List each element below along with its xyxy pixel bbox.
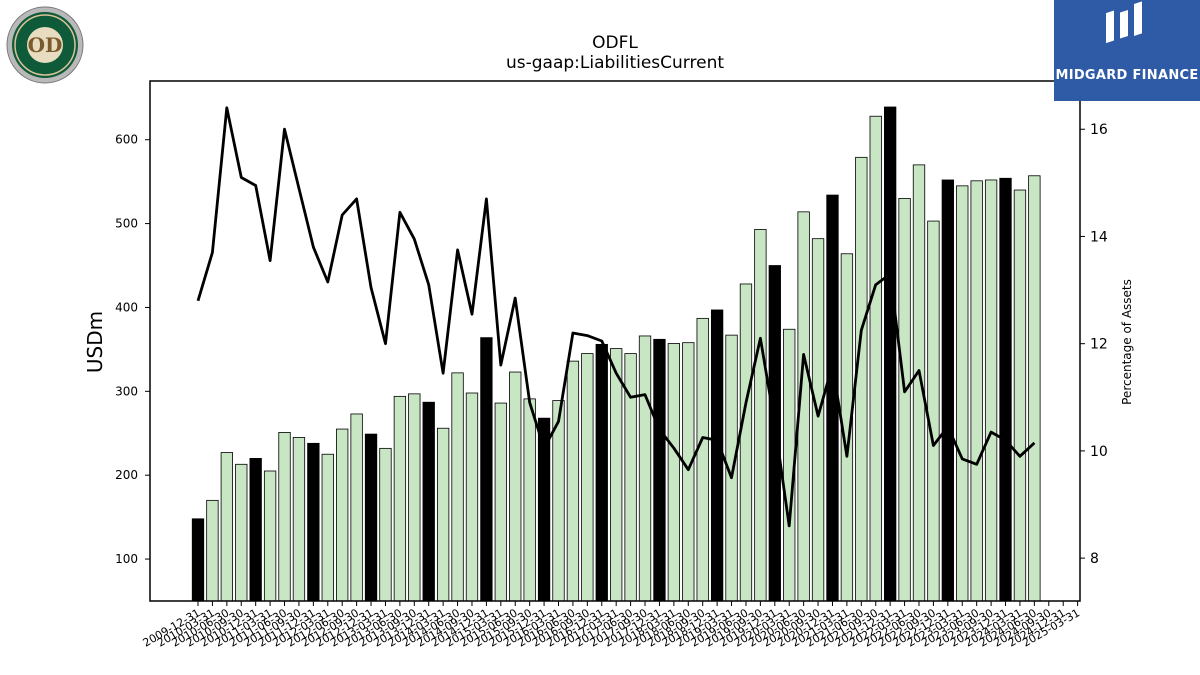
y-tick-label: 400 <box>115 300 138 314</box>
bar-2016-06-30 <box>566 360 580 602</box>
bar-2017-09-30 <box>638 335 652 602</box>
svg-text:OD: OD <box>28 33 63 57</box>
bar-2023-06-30 <box>970 180 983 602</box>
bar-2015-06-30 <box>509 371 522 602</box>
y-axis-right: 8 10 12 14 16 <box>1080 122 1108 567</box>
bar-2019-09-30 <box>754 229 767 602</box>
bar-2018-09-30 <box>696 317 709 602</box>
bar-2014-09-30 <box>465 392 479 602</box>
bars-layer <box>191 106 1041 602</box>
y2-tick-label: 8 <box>1090 551 1099 567</box>
bar-2013-03-31 <box>379 447 392 602</box>
bar-2020-09-30 <box>811 238 825 602</box>
bar-2021-09-30 <box>869 115 882 602</box>
x-axis: 2009-12-312010-03-312010-06-302010-09-30… <box>141 601 1082 650</box>
line-layer <box>196 106 1036 528</box>
bar-2018-12-31 <box>710 309 724 602</box>
bar-2013-12-31 <box>422 401 435 602</box>
bar-2011-03-31 <box>263 470 277 602</box>
bar-2022-12-31 <box>941 179 954 602</box>
bar-2022-03-31 <box>898 198 911 602</box>
bar-2021-06-30 <box>855 156 868 602</box>
bar-2014-12-31 <box>480 337 493 602</box>
bar-2009-12-31 <box>191 518 205 602</box>
chart-subtitle: us-gaap:LiabilitiesCurrent <box>506 53 724 73</box>
bar-2021-12-31 <box>884 106 897 602</box>
bar-2012-09-30 <box>350 413 363 602</box>
percentage-line <box>196 106 1036 528</box>
y-axis-left: 100 200 300 400 500 600 <box>115 133 150 566</box>
bar-2017-12-31 <box>653 338 666 602</box>
y-tick-label: 100 <box>115 552 138 566</box>
midgard-logo: MIDGARD FINANCE <box>1054 0 1200 101</box>
bar-2018-03-31 <box>667 343 681 602</box>
y2-tick-label: 10 <box>1090 444 1108 460</box>
y2-tick-label: 14 <box>1090 229 1108 245</box>
y-tick-label: 300 <box>115 384 138 398</box>
bar-2010-03-31 <box>206 499 219 602</box>
bar-2024-03-31 <box>1013 189 1027 602</box>
bar-2014-06-30 <box>451 372 464 602</box>
old-dominion-logo: OD <box>6 6 84 84</box>
bar-2014-03-31 <box>436 427 450 602</box>
bar-2010-12-31 <box>249 458 262 602</box>
bar-2012-03-31 <box>321 453 334 602</box>
bar-2016-09-30 <box>581 353 594 602</box>
bar-2011-09-30 <box>292 437 306 602</box>
plot-frame <box>149 80 1081 602</box>
bar-2013-09-30 <box>408 393 421 602</box>
bar-2012-06-30 <box>336 428 349 602</box>
bar-2010-09-30 <box>235 463 248 602</box>
y-tick-label: 500 <box>115 217 138 231</box>
bar-2022-06-30 <box>912 164 926 602</box>
y2-axis-label: Percentage of Assets <box>1120 279 1134 405</box>
bar-2024-06-30 <box>1028 175 1041 602</box>
bar-2017-03-31 <box>610 348 623 602</box>
midgard-brand-text: MIDGARD FINANCE <box>1055 68 1199 83</box>
bar-2022-09-30 <box>927 220 940 602</box>
bar-2012-12-31 <box>364 433 378 602</box>
bar-2023-09-30 <box>984 179 998 602</box>
chart-title: ODFL <box>592 33 638 53</box>
bar-2010-06-30 <box>220 452 233 602</box>
bar-2018-06-30 <box>682 342 695 602</box>
y-tick-label: 200 <box>115 468 138 482</box>
bar-2013-06-30 <box>393 395 407 602</box>
y2-tick-label: 16 <box>1090 122 1108 138</box>
y-tick-label: 600 <box>115 133 138 147</box>
bar-2019-06-30 <box>739 283 753 602</box>
bar-2023-03-31 <box>956 185 969 602</box>
bar-2011-12-31 <box>307 442 320 602</box>
bar-2011-06-30 <box>278 432 291 602</box>
y2-tick-label: 12 <box>1090 337 1108 353</box>
bar-2015-03-31 <box>494 402 507 602</box>
bar-2023-12-31 <box>999 177 1012 602</box>
bar-2016-12-31 <box>595 343 608 602</box>
y-axis-label: USDm <box>83 311 107 373</box>
bar-2015-09-30 <box>523 398 536 602</box>
